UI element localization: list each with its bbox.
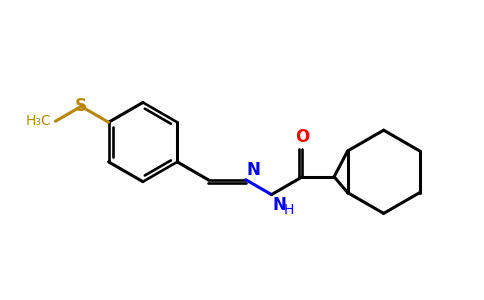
Text: O: O — [295, 128, 310, 146]
Text: H: H — [284, 202, 294, 217]
Text: N: N — [247, 161, 261, 179]
Text: S: S — [75, 98, 87, 116]
Text: N: N — [272, 196, 287, 214]
Text: H₃C: H₃C — [26, 114, 51, 128]
